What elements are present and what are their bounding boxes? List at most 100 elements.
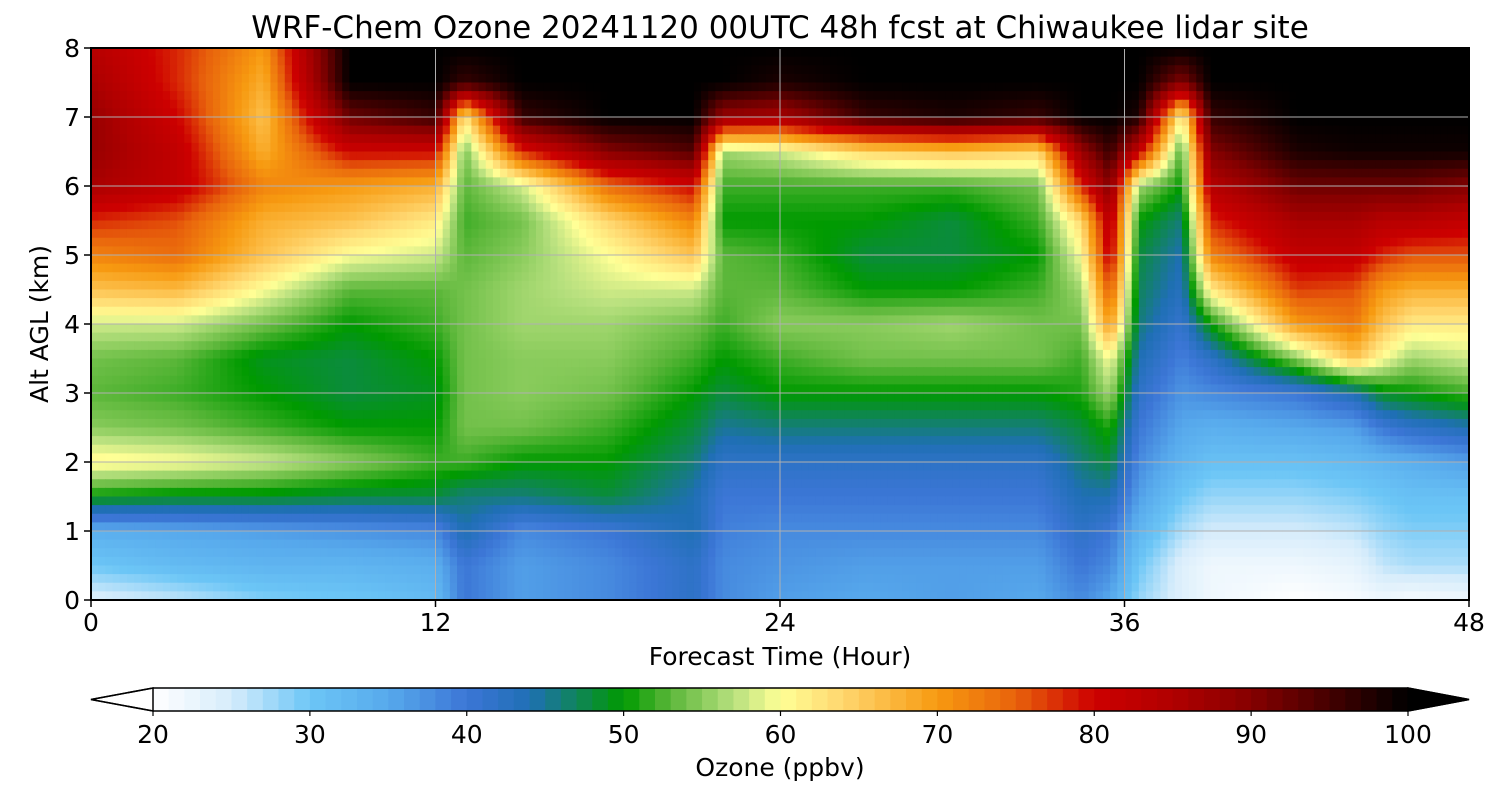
heatmap-cell	[614, 56, 623, 66]
heatmap-cell	[844, 263, 853, 273]
heatmap-cell	[205, 151, 214, 161]
heatmap-cell	[736, 160, 745, 170]
heatmap-cell	[1016, 255, 1025, 265]
heatmap-cell	[1375, 246, 1384, 256]
heatmap-cell	[1390, 255, 1398, 265]
heatmap-cell	[248, 134, 257, 144]
heatmap-cell	[866, 255, 874, 265]
heatmap-cell	[1146, 255, 1154, 265]
heatmap-cell	[1246, 91, 1255, 101]
heatmap-cell	[758, 108, 767, 118]
heatmap-cell	[119, 91, 128, 101]
heatmap-cell	[1433, 246, 1441, 256]
heatmap-cell	[1440, 203, 1449, 213]
heatmap-cell	[370, 91, 379, 101]
heatmap-cell	[241, 48, 250, 58]
heatmap-cell	[335, 186, 343, 196]
heatmap-cell	[327, 91, 336, 101]
heatmap-cell	[1354, 186, 1362, 196]
heatmap-cell	[492, 125, 501, 135]
heatmap-cell	[837, 203, 846, 213]
heatmap-cell	[464, 160, 472, 170]
heatmap-cell	[1282, 108, 1291, 118]
heatmap-cell	[478, 65, 487, 75]
heatmap-cell	[736, 151, 745, 161]
heatmap-cell	[1031, 134, 1039, 144]
heatmap-cell	[887, 255, 896, 265]
heatmap-cell	[248, 99, 257, 109]
heatmap-cell	[1375, 142, 1384, 153]
heatmap-cell	[464, 194, 472, 204]
heatmap-cell	[1167, 255, 1176, 265]
heatmap-cell	[320, 91, 329, 101]
heatmap-cell	[657, 125, 666, 135]
heatmap-cell	[1045, 91, 1054, 101]
heatmap-cell	[1181, 194, 1190, 204]
heatmap-cell	[930, 160, 939, 170]
heatmap-cell	[528, 48, 537, 58]
heatmap-cell	[248, 263, 257, 273]
heatmap-cell	[413, 117, 422, 127]
heatmap-cell	[112, 151, 121, 161]
heatmap-cell	[277, 168, 286, 178]
heatmap-cell	[543, 99, 551, 109]
heatmap-cell	[406, 142, 415, 153]
heatmap-cell	[1045, 142, 1054, 153]
heatmap-cell	[1332, 117, 1341, 127]
heatmap-cell	[736, 177, 745, 187]
heatmap-cell	[392, 142, 401, 153]
heatmap-cell	[1146, 168, 1154, 178]
heatmap-cell	[686, 194, 695, 204]
heatmap-cell	[751, 142, 760, 153]
heatmap-cell	[363, 108, 372, 118]
heatmap-cell	[248, 91, 257, 101]
heatmap-cell	[780, 99, 788, 109]
heatmap-cell	[665, 108, 673, 118]
heatmap-cell	[966, 263, 975, 273]
heatmap-cell	[858, 82, 867, 92]
heatmap-cell	[923, 229, 932, 239]
heatmap-cell	[1203, 194, 1212, 204]
heatmap-cell	[916, 177, 925, 187]
heatmap-cell	[873, 237, 882, 247]
heatmap-cell	[507, 108, 516, 118]
heatmap-cell	[263, 168, 272, 178]
heatmap-cell	[342, 151, 350, 161]
heatmap-cell	[765, 125, 774, 135]
heatmap-cell	[937, 263, 946, 273]
heatmap-cell	[349, 263, 358, 273]
heatmap-cell	[213, 142, 221, 153]
heatmap-cell	[1461, 142, 1469, 153]
heatmap-cell	[1232, 142, 1240, 153]
heatmap-cell	[930, 91, 939, 101]
heatmap-cell	[492, 99, 501, 109]
heatmap-cell	[1411, 99, 1420, 109]
heatmap-cell	[241, 125, 250, 135]
heatmap-cell	[980, 125, 989, 135]
heatmap-cell	[256, 160, 264, 170]
heatmap-cell	[241, 65, 250, 75]
heatmap-cell	[858, 186, 867, 196]
heatmap-cell	[1253, 82, 1262, 92]
heatmap-cell	[406, 134, 415, 144]
heatmap-cell	[787, 73, 795, 84]
heatmap-cell	[543, 237, 551, 247]
heatmap-cell	[528, 246, 537, 256]
heatmap-cell	[937, 142, 946, 153]
heatmap-cell	[1404, 220, 1413, 230]
heatmap-cell	[708, 237, 717, 247]
heatmap-cell	[614, 203, 623, 213]
heatmap-cell	[478, 160, 487, 170]
heatmap-cell	[564, 151, 573, 161]
heatmap-cell	[492, 203, 501, 213]
heatmap-cell	[844, 177, 853, 187]
heatmap-cell	[736, 73, 745, 84]
heatmap-cell	[686, 125, 695, 135]
heatmap-cell	[399, 168, 408, 178]
heatmap-cell	[1088, 151, 1097, 161]
heatmap-cell	[686, 99, 695, 109]
heatmap-cell	[1074, 65, 1083, 75]
heatmap-cell	[1196, 91, 1205, 101]
heatmap-cell	[815, 177, 824, 187]
heatmap-cell	[1390, 203, 1398, 213]
